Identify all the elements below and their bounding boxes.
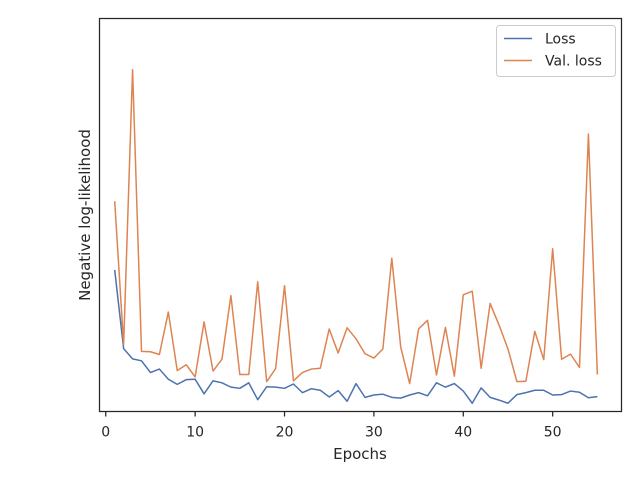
x-ticks: 0 10 20 30 40 50 [101, 411, 562, 441]
x-tick-label: 30 [365, 425, 383, 441]
y-axis-label: Negative log-likelihood [76, 129, 94, 301]
series-line-val-loss [113, 68, 599, 385]
x-tick-label: 50 [544, 425, 562, 441]
series-layer [113, 68, 599, 404]
legend-label-val-loss: Val. loss [545, 54, 602, 70]
series-line-loss [113, 269, 598, 404]
x-tick-label: 0 [101, 425, 110, 441]
plot-frame [98, 17, 623, 413]
legend-label-loss: Loss [545, 32, 576, 48]
legend: Loss Val. loss [496, 25, 616, 77]
x-tick-label: 20 [276, 425, 294, 441]
x-tick-label: 10 [186, 425, 204, 441]
plot-background [99, 18, 622, 412]
x-tick-label: 40 [454, 425, 472, 441]
x-axis-label: Epochs [333, 445, 387, 463]
